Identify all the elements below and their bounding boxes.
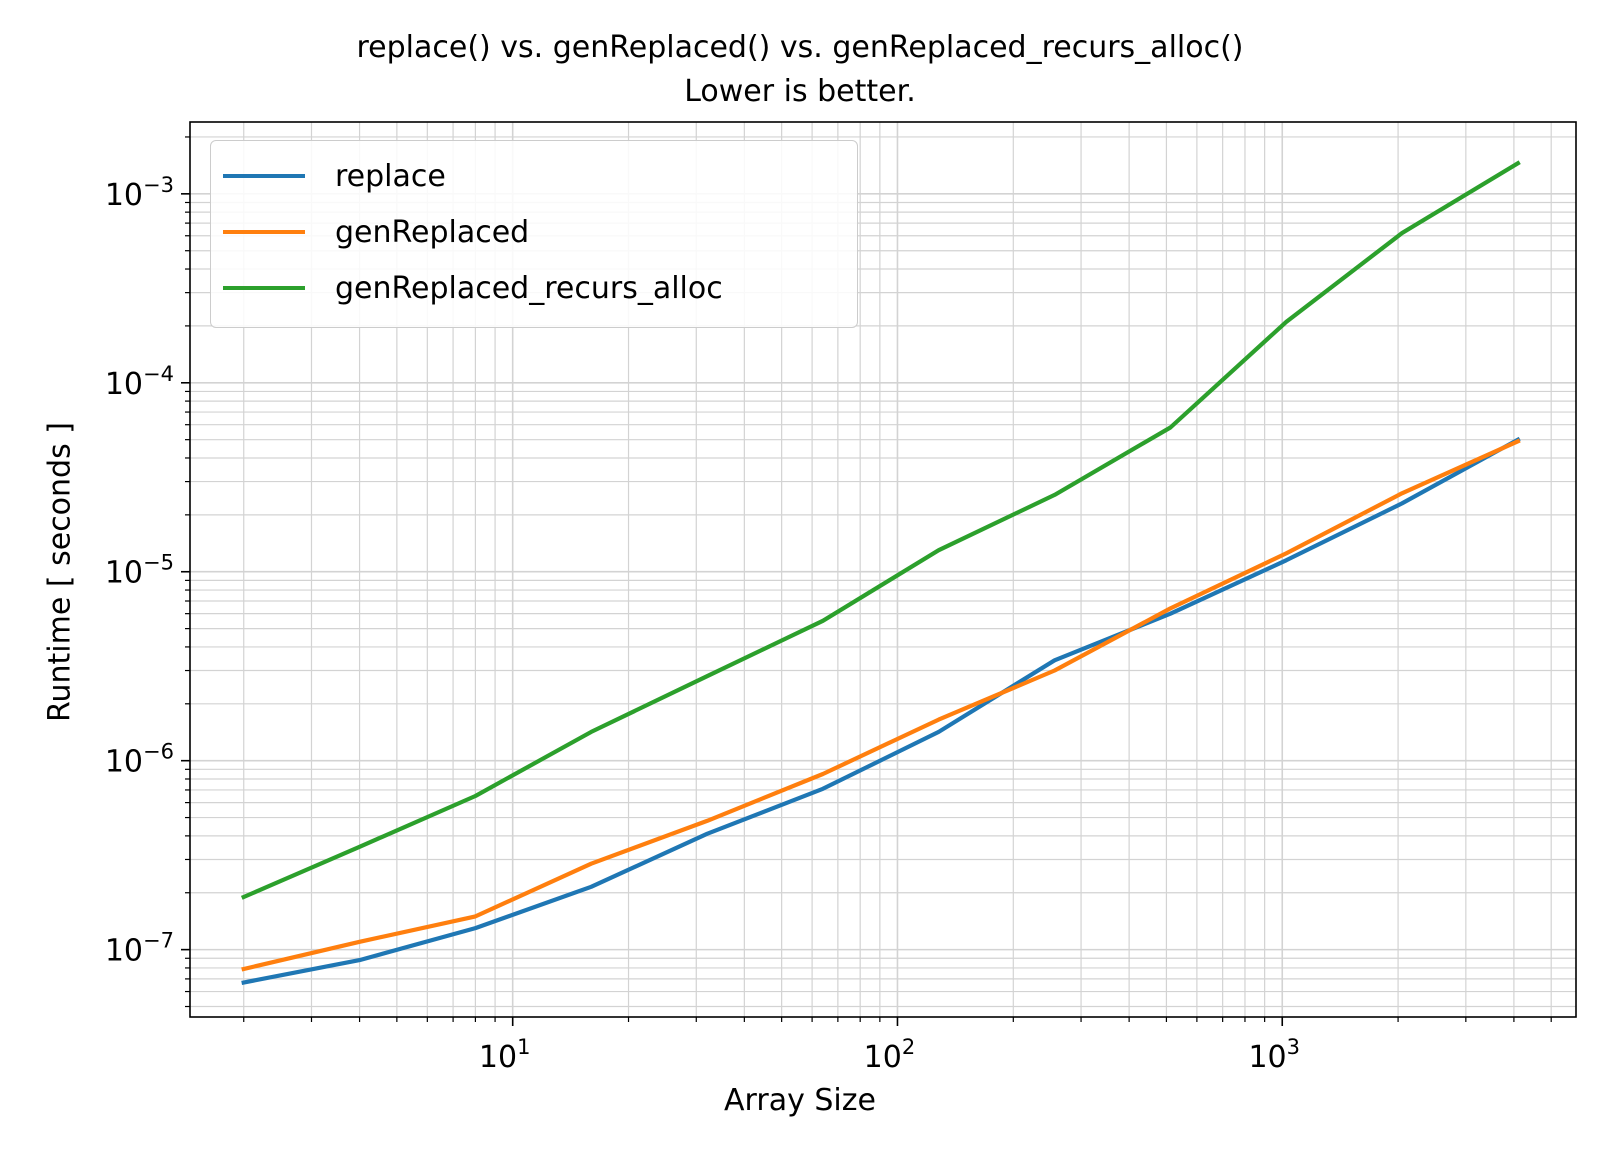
legend-entry-genreplaced-recurs-alloc: genReplaced_recurs_alloc [223,268,723,308]
chart-title: replace() vs. genReplaced() vs. genRepla… [356,30,1244,65]
y-tick-label: 10−6 [105,740,174,780]
legend-label-genreplaced: genReplaced [335,214,530,250]
axis-ticks [181,136,1552,1026]
legend: replace genReplaced genReplaced_recurs_a… [210,140,858,328]
legend-label-genreplaced-recurs-alloc: genReplaced_recurs_alloc [335,270,723,306]
legend-entry-genreplaced: genReplaced [223,212,529,252]
series-line-genreplaced [241,438,1521,972]
y-axis-label: Runtime [ seconds ] [42,422,78,722]
legend-swatch-genreplaced-recurs-alloc [223,286,305,290]
axes-frame [189,121,1577,1018]
axis-tick-labels: 101 102 103 10−7 10−6 10−5 10−4 10−3 [105,173,1300,1075]
legend-swatch-genreplaced [223,230,305,234]
x-axis-label: Array Size [724,1083,876,1118]
series-lines [240,160,1521,985]
x-tick-label: 102 [864,1035,916,1075]
x-tick-label: 101 [479,1035,531,1075]
y-tick-label: 10−7 [105,929,174,969]
y-tick-label: 10−4 [105,362,174,402]
y-tick-label: 10−5 [105,551,174,591]
legend-entry-replace: replace [223,156,446,196]
y-tick-label: 10−3 [105,173,174,213]
chart-subtitle: Lower is better. [684,74,916,109]
series-line-genreplaced-recurs-alloc [240,160,1521,900]
legend-label-replace: replace [335,158,446,194]
x-tick-label: 103 [1248,1035,1300,1075]
legend-swatch-replace [223,174,305,178]
series-line-replace [241,436,1521,985]
